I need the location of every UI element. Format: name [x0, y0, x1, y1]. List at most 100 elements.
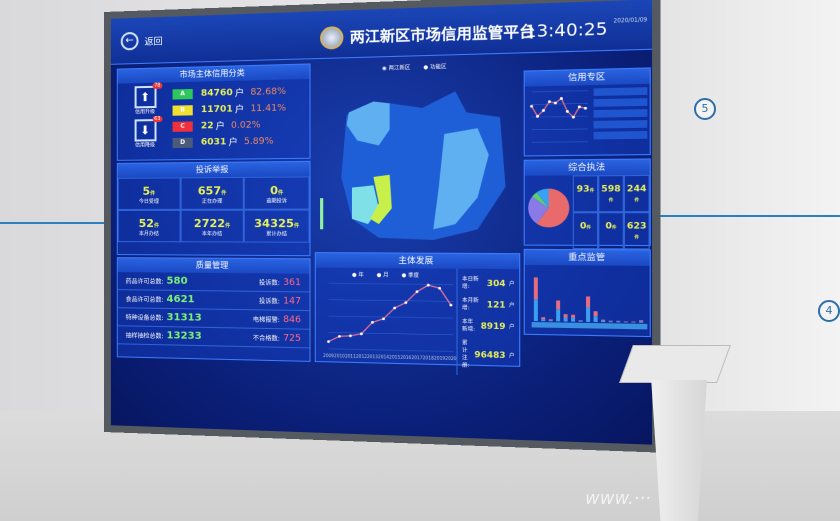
bar-segment[interactable]: [639, 321, 644, 323]
bar-segment[interactable]: [639, 320, 644, 322]
arrow-down-icon: ⬇: [134, 119, 157, 142]
list-item[interactable]: [593, 109, 648, 118]
bar-segment[interactable]: [631, 322, 636, 323]
bar-segment[interactable]: [563, 314, 568, 318]
bar-segment[interactable]: [578, 320, 583, 322]
bar-segment[interactable]: [623, 321, 628, 323]
data-point[interactable]: [349, 334, 352, 338]
credit-level-row[interactable]: C 22 户 0.02%: [172, 118, 286, 133]
complaint-stat[interactable]: 0件 逾期投诉: [244, 176, 310, 210]
bar-segment[interactable]: [548, 320, 553, 322]
data-point[interactable]: [438, 286, 442, 290]
enforcement-stat[interactable]: 623 件: [623, 212, 650, 250]
value: 0: [270, 183, 279, 198]
bar-segment[interactable]: [541, 317, 546, 320]
stat-label: 今日受理: [138, 198, 159, 205]
list-item[interactable]: [593, 120, 648, 129]
credit-levels: A 84760 户 82.68% B 11701 户 11.41% C 22 户 0.02% D 6031…: [172, 80, 287, 153]
unit: 件: [611, 224, 617, 230]
bar-segment[interactable]: [616, 320, 621, 322]
bar-segment[interactable]: [601, 320, 606, 323]
bar-segment[interactable]: [608, 320, 613, 322]
complaint-stat[interactable]: 52件 本月办结: [117, 209, 181, 243]
arrow-up-icon: ⬆: [134, 85, 157, 109]
data-point[interactable]: [547, 100, 551, 104]
complaint-stat[interactable]: 5件 今日受理: [117, 177, 181, 210]
bar-segment[interactable]: [541, 319, 546, 322]
enforcement-stat[interactable]: 0件: [572, 212, 599, 250]
left-stat: 食品许可总数: 4621: [126, 293, 195, 306]
map-panel: ◉ 两江新区 ● 功能区: [315, 58, 517, 251]
unit: 户: [508, 280, 515, 287]
value: 4621: [166, 293, 195, 306]
bar-segment[interactable]: [556, 300, 561, 310]
bar-segment[interactable]: [533, 299, 538, 322]
complaint-stat[interactable]: 657件 正在办理: [180, 176, 245, 210]
bar-segment[interactable]: [623, 321, 628, 323]
series-line: [532, 98, 586, 118]
list-item[interactable]: [593, 98, 648, 107]
wall-stripe: [0, 222, 110, 224]
stat-label: 本年办结: [201, 231, 223, 238]
district-map[interactable]: [315, 69, 517, 246]
credit-level-row[interactable]: D 6031 户 5.89%: [172, 134, 286, 149]
credit-level-row[interactable]: B 11701 户 11.41%: [172, 101, 286, 117]
unit: 件: [294, 223, 300, 230]
x-tick-label: 2015: [389, 354, 401, 360]
stat-value: 0件: [599, 221, 622, 231]
stat-value: 5件: [119, 185, 179, 198]
bar-segment[interactable]: [586, 296, 591, 308]
upgrade-button[interactable]: ⬆ 78 信用升级: [118, 82, 173, 115]
period-tab[interactable]: ● 月: [376, 272, 389, 279]
value: 657: [197, 184, 222, 198]
bar-segment[interactable]: [548, 319, 553, 321]
stat-value: 657件: [181, 184, 243, 198]
unit: 件: [589, 187, 595, 193]
enforcement-stat[interactable]: 0件: [598, 212, 624, 250]
bar-segment[interactable]: [578, 320, 583, 321]
bar-segment[interactable]: [571, 314, 576, 318]
bar-segment[interactable]: [533, 277, 538, 300]
list-item[interactable]: [593, 87, 648, 96]
enforcement-stat[interactable]: 93件: [572, 175, 599, 213]
data-point[interactable]: [577, 105, 581, 109]
enforcement-stat[interactable]: 244 件: [623, 174, 650, 213]
label: 本月新增:: [461, 297, 479, 312]
complaint-stat[interactable]: 2722件 本年办结: [180, 209, 245, 243]
bar-segment[interactable]: [616, 321, 621, 323]
level-percent: 82.68%: [250, 86, 287, 98]
data-point[interactable]: [449, 303, 453, 307]
enforcement-stat[interactable]: 598 件: [598, 175, 624, 213]
back-button[interactable]: ← 返回: [120, 31, 163, 51]
development-line-chart: 2009 2010 2011 2012 2013 2014 2015 2016 2017 2018…: [323, 278, 457, 361]
value: 34325: [254, 216, 295, 231]
credit-line-chart: [525, 85, 591, 153]
x-axis-band: [531, 322, 648, 330]
bar-segment[interactable]: [608, 321, 613, 323]
downgrade-button[interactable]: ⬇ 63 信用降级: [118, 115, 173, 149]
bar-segment[interactable]: [571, 317, 576, 322]
list-item[interactable]: [593, 131, 648, 140]
level-badge: B: [172, 104, 193, 116]
level-count: 84760: [200, 87, 233, 99]
bar-segment[interactable]: [563, 317, 568, 322]
bar-segment[interactable]: [593, 316, 598, 323]
supervision-panel: 重点监管: [523, 248, 651, 338]
complaints-grid: 5件 今日受理 657件 正在办理 0件 逾期投诉 52件 本月办结 2722件 本年办结 3432…: [117, 176, 310, 243]
credit-level-row[interactable]: A 84760 户 82.68%: [172, 85, 287, 101]
bar-segment[interactable]: [601, 319, 606, 321]
period-tab[interactable]: ● 年: [352, 272, 364, 279]
downgrade-badge: 63: [152, 115, 163, 123]
data-point[interactable]: [542, 108, 545, 112]
bar-segment[interactable]: [593, 311, 598, 317]
complaint-stat[interactable]: 34325件 累计办结: [244, 209, 310, 243]
bar-segment[interactable]: [631, 321, 636, 323]
development-panel: 主体发展 ● 年 ● 月 ● 季度 2009 2010 2011 2012 2013 2014…: [314, 252, 521, 377]
level-unit: 户: [234, 88, 245, 100]
stat-value: 0件: [574, 221, 597, 231]
bar-segment[interactable]: [586, 307, 591, 322]
bar-segment[interactable]: [556, 309, 561, 322]
value: 580: [166, 275, 188, 287]
right-stat: 电梯报警: 846: [253, 314, 301, 325]
data-point[interactable]: [583, 106, 587, 110]
